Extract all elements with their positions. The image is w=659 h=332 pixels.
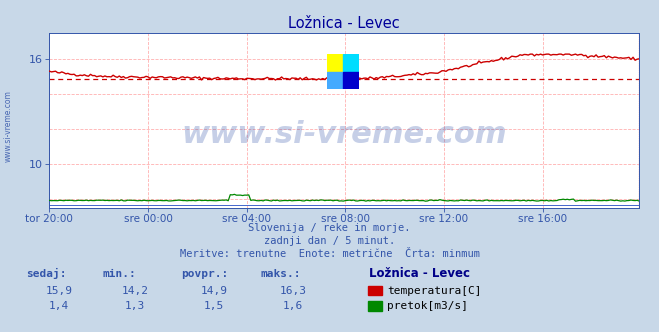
Text: 1,5: 1,5 [204,301,224,311]
Text: povpr.:: povpr.: [181,269,229,279]
Title: Ložnica - Levec: Ložnica - Levec [289,16,400,31]
Text: maks.:: maks.: [260,269,301,279]
Text: 14,2: 14,2 [122,286,148,296]
Text: temperatura[C]: temperatura[C] [387,286,482,296]
Bar [343,71,359,89]
Text: sedaj:: sedaj: [26,268,67,279]
Text: 14,9: 14,9 [201,286,227,296]
Bar [343,54,359,71]
Text: 1,4: 1,4 [49,301,69,311]
Text: www.si-vreme.com: www.si-vreme.com [181,120,507,149]
Text: 1,6: 1,6 [283,301,303,311]
Text: Slovenija / reke in morje.: Slovenija / reke in morje. [248,223,411,233]
Text: pretok[m3/s]: pretok[m3/s] [387,301,469,311]
Text: zadnji dan / 5 minut.: zadnji dan / 5 minut. [264,236,395,246]
Text: Ložnica - Levec: Ložnica - Levec [369,267,470,280]
Bar [327,71,343,89]
Text: 16,3: 16,3 [280,286,306,296]
Text: Meritve: trenutne  Enote: metrične  Črta: minmum: Meritve: trenutne Enote: metrične Črta: … [179,249,480,259]
Text: www.si-vreme.com: www.si-vreme.com [3,90,13,162]
Text: 15,9: 15,9 [46,286,72,296]
Text: min.:: min.: [102,269,136,279]
Text: 1,3: 1,3 [125,301,145,311]
Bar [327,54,343,71]
